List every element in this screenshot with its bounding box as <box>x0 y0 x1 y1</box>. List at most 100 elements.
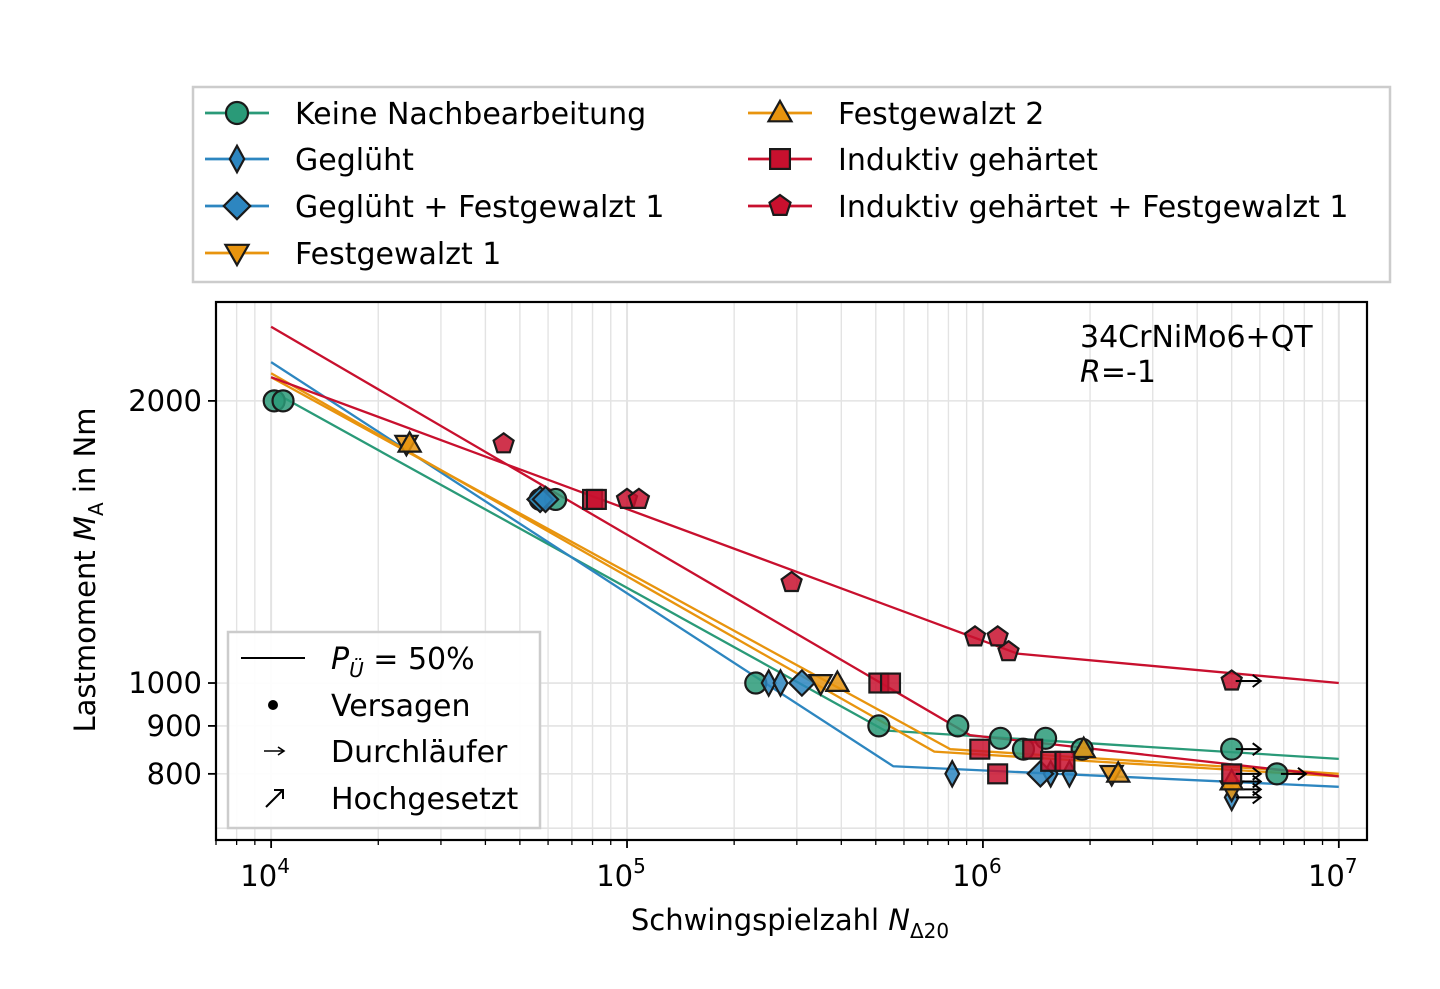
data-points <box>262 389 1132 789</box>
ratio-symbol: R <box>1080 355 1101 390</box>
key-arrow-head <box>274 789 284 799</box>
data-point <box>824 669 851 693</box>
y-axis-label-symbol: M <box>68 516 102 541</box>
data-point <box>396 429 423 453</box>
key-dot-symbol <box>268 700 278 710</box>
legend-entry: Induktiv gehärtet + Festgewalzt 1 <box>748 190 1348 225</box>
plot-frame <box>214 300 1369 842</box>
key-label-rest: = 50% <box>364 642 475 677</box>
ratio-annotation: R=-1 <box>1080 355 1156 390</box>
data-point <box>627 487 651 509</box>
legend-label: Geglüht <box>295 143 414 178</box>
legend-entry: Induktiv gehärtet <box>748 143 1098 178</box>
runout-arrow-head <box>1252 674 1263 688</box>
x-tick-label-exp: 7 <box>1345 854 1358 878</box>
key-label-sub: Ü <box>349 658 364 682</box>
legend-entry: Festgewalzt 1 <box>205 237 501 272</box>
data-point <box>997 639 1020 662</box>
runout-points <box>1218 669 1308 813</box>
data-point <box>946 714 970 738</box>
y-tick-label: 1000 <box>128 666 202 700</box>
ratio-value: =-1 <box>1101 355 1156 390</box>
legend-label: Keine Nachbearbeitung <box>295 97 646 132</box>
x-axis-label: Schwingspielzahl NΔ20 <box>631 903 949 943</box>
fit-curve <box>270 361 1339 788</box>
x-tick-label: 104 <box>240 854 290 893</box>
x-tick-label: 107 <box>1308 854 1358 893</box>
data-point <box>1022 738 1044 760</box>
x-tick-label-base: 10 <box>596 859 633 893</box>
data-point <box>969 738 991 760</box>
y-axis-label: Lastmoment MA in Nm <box>68 407 108 732</box>
key-entry: PÜ = 50% <box>241 642 475 682</box>
y-tick-label: 2000 <box>128 384 202 418</box>
key-label-italic: P <box>331 642 350 677</box>
y-tick-label: 800 <box>147 757 202 791</box>
key-legend-entries: PÜ = 50% Versagen Durchläufer Hochgesetzt <box>241 642 519 817</box>
y-axis-label-unit <box>68 493 102 502</box>
data-point <box>867 714 891 738</box>
y-tick-label: 900 <box>147 709 202 743</box>
runout-arrow <box>1235 767 1263 781</box>
x-tick-label-base: 10 <box>952 859 989 893</box>
data-point <box>988 726 1013 750</box>
legend-entry: Geglüht + Festgewalzt 1 <box>205 190 664 225</box>
data-point <box>987 763 1009 785</box>
data-point <box>271 389 295 413</box>
key-arrow-head <box>277 746 286 756</box>
x-axis-label-sub: Δ20 <box>910 919 949 943</box>
material-annotation: 34CrNiMo6+QT <box>1080 320 1313 355</box>
legend-swatch-marker <box>766 98 794 123</box>
x-tick-label-exp: 5 <box>633 854 646 878</box>
legend-entry: Festgewalzt 2 <box>748 97 1044 132</box>
runout-arrow-head <box>1252 767 1263 781</box>
key-entry: Hochgesetzt <box>265 782 519 817</box>
x-tick-label-base: 10 <box>1308 859 1345 893</box>
x-axis-ticks: 104 105 106 107 <box>215 840 1358 893</box>
key-legend: PÜ = 50% Versagen Durchläufer Hochgesetzt <box>226 630 542 830</box>
data-point <box>780 570 803 593</box>
key-arrow-shaft <box>265 789 284 808</box>
legend-label: Induktiv gehärtet + Festgewalzt 1 <box>838 190 1348 225</box>
legend-label: Geglüht + Festgewalzt 1 <box>295 190 664 225</box>
legend-swatch-marker <box>768 148 791 171</box>
key-label: PÜ = 50% <box>331 642 475 682</box>
data-point <box>1105 760 1132 783</box>
x-tick-label-exp: 4 <box>277 854 290 878</box>
runout-arrow <box>1235 674 1263 688</box>
legend-swatch-marker <box>228 143 246 175</box>
fit-curve <box>270 376 1339 775</box>
data-point <box>772 668 789 698</box>
x-tick-label: 105 <box>596 854 646 893</box>
y-axis-label-sub: A <box>84 502 108 516</box>
data-point <box>760 668 777 698</box>
key-entry: Versagen <box>268 689 471 724</box>
data-point <box>787 668 817 698</box>
runout-arrow-head <box>1297 767 1308 781</box>
runout-arrow <box>1280 767 1308 781</box>
x-tick-label-exp: 6 <box>989 854 1002 878</box>
legend-label: Festgewalzt 2 <box>838 97 1044 132</box>
legend-swatch-marker <box>223 243 251 268</box>
x-axis-label-text: Schwingspielzahl <box>631 903 879 937</box>
y-axis-label-suffix: in Nm <box>68 407 102 493</box>
legend-label: Festgewalzt 1 <box>295 237 501 272</box>
key-label: Durchläufer <box>331 735 508 770</box>
y-axis-ticks: 800 900 1000 2000 <box>128 384 216 791</box>
data-point <box>807 673 834 697</box>
runout-point <box>1220 669 1243 691</box>
data-point <box>1054 750 1076 772</box>
runout-arrow-head <box>1252 742 1263 756</box>
data-point <box>986 625 1009 647</box>
key-label: Hochgesetzt <box>331 782 519 817</box>
key-label: Versagen <box>331 689 471 724</box>
x-tick-label-base: 10 <box>240 859 277 893</box>
data-point <box>585 488 607 510</box>
key-legend-frame <box>226 630 542 830</box>
x-tick-label: 106 <box>952 854 1002 893</box>
data-point <box>963 625 987 647</box>
legend-swatch-marker <box>222 191 252 221</box>
key-entry: Durchläufer <box>264 735 508 770</box>
